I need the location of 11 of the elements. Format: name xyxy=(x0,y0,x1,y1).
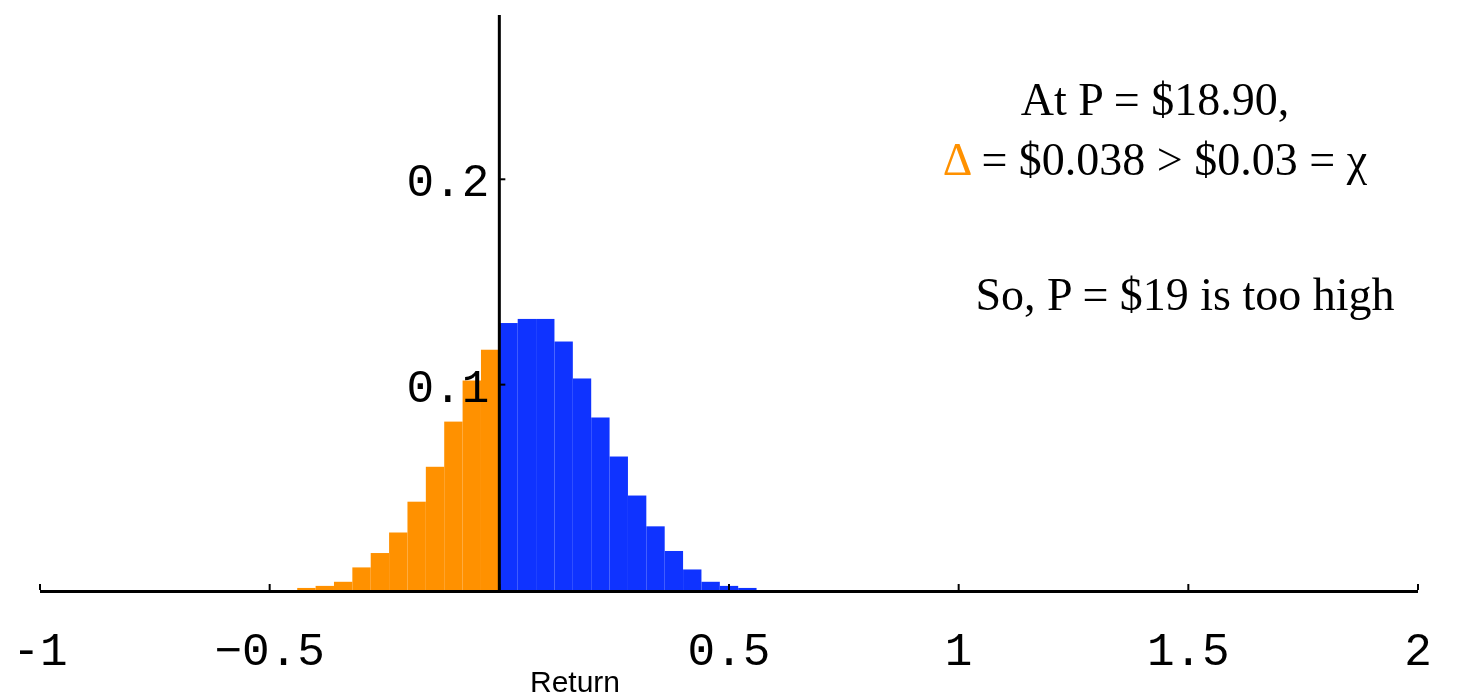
annotation: Δ = $0.038 > $0.03 = χ xyxy=(942,134,1368,185)
annotation: So, P = $19 is too high xyxy=(975,269,1395,320)
x-tick-label: 1.5 xyxy=(1146,627,1230,679)
x-tick-label: 1 xyxy=(944,627,973,679)
x-axis-title: Return xyxy=(529,665,621,698)
x-tick-label: 0.5 xyxy=(687,627,771,679)
x-tick-label: −0.5 xyxy=(214,627,325,679)
x-tick-label: -1 xyxy=(12,627,68,679)
x-tick-label: 2 xyxy=(1404,627,1432,679)
y-tick-label: 0.2 xyxy=(406,158,490,211)
annotation: At P = $18.90, xyxy=(1020,74,1290,125)
